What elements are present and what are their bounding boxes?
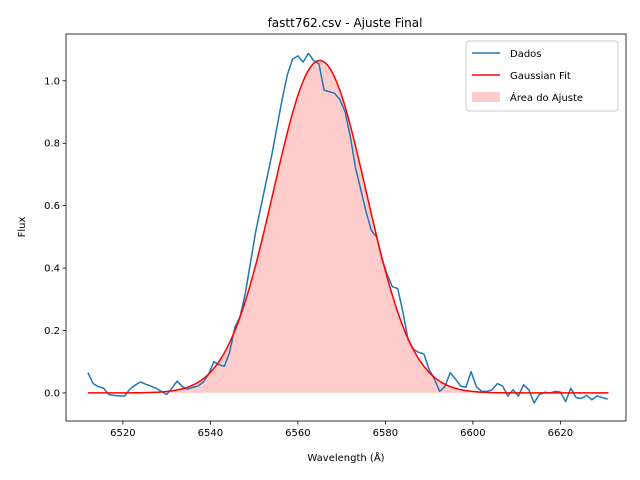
x-tick-label: 6540 [198,428,223,439]
x-tick-label: 6580 [373,428,398,439]
legend-label-gaussian-fit: Gaussian Fit [510,71,571,82]
x-axis: 6520 6540 6560 6580 6600 6620 [110,421,573,439]
x-tick-label: 6600 [460,428,485,439]
series-line-gaussian-fit [87,59,609,394]
plot-area [65,33,627,422]
plot-frame [65,33,627,422]
y-tick-label: 0.6 [44,201,60,212]
y-tick-label: 0.4 [44,264,60,275]
y-tick-label: 1.0 [44,76,60,87]
legend-swatch-area [472,92,500,102]
legend-box [465,40,619,112]
y-tick-label: 0.8 [44,139,60,150]
chart-title: fastt762.csv - Ajuste Final [268,16,423,30]
y-axis: 0.0 0.2 0.4 0.6 0.8 1.0 [44,76,66,399]
x-tick-label: 6520 [110,428,135,439]
y-axis-label: Flux [17,217,28,238]
fit-area [87,60,609,393]
fit-area-layer [87,60,609,393]
x-tick-label: 6560 [285,428,310,439]
x-axis-label: Wavelength (Å) [307,451,384,464]
line-layer [87,52,609,404]
legend-label-area: Área do Ajuste [510,91,583,104]
y-tick-label: 0.2 [44,326,60,337]
series-line-dados [87,52,608,404]
legend: Dados Gaussian Fit Área do Ajuste [465,40,619,112]
x-tick-label: 6620 [548,428,573,439]
y-tick-label: 0.0 [44,388,60,399]
legend-label-dados: Dados [510,49,542,60]
